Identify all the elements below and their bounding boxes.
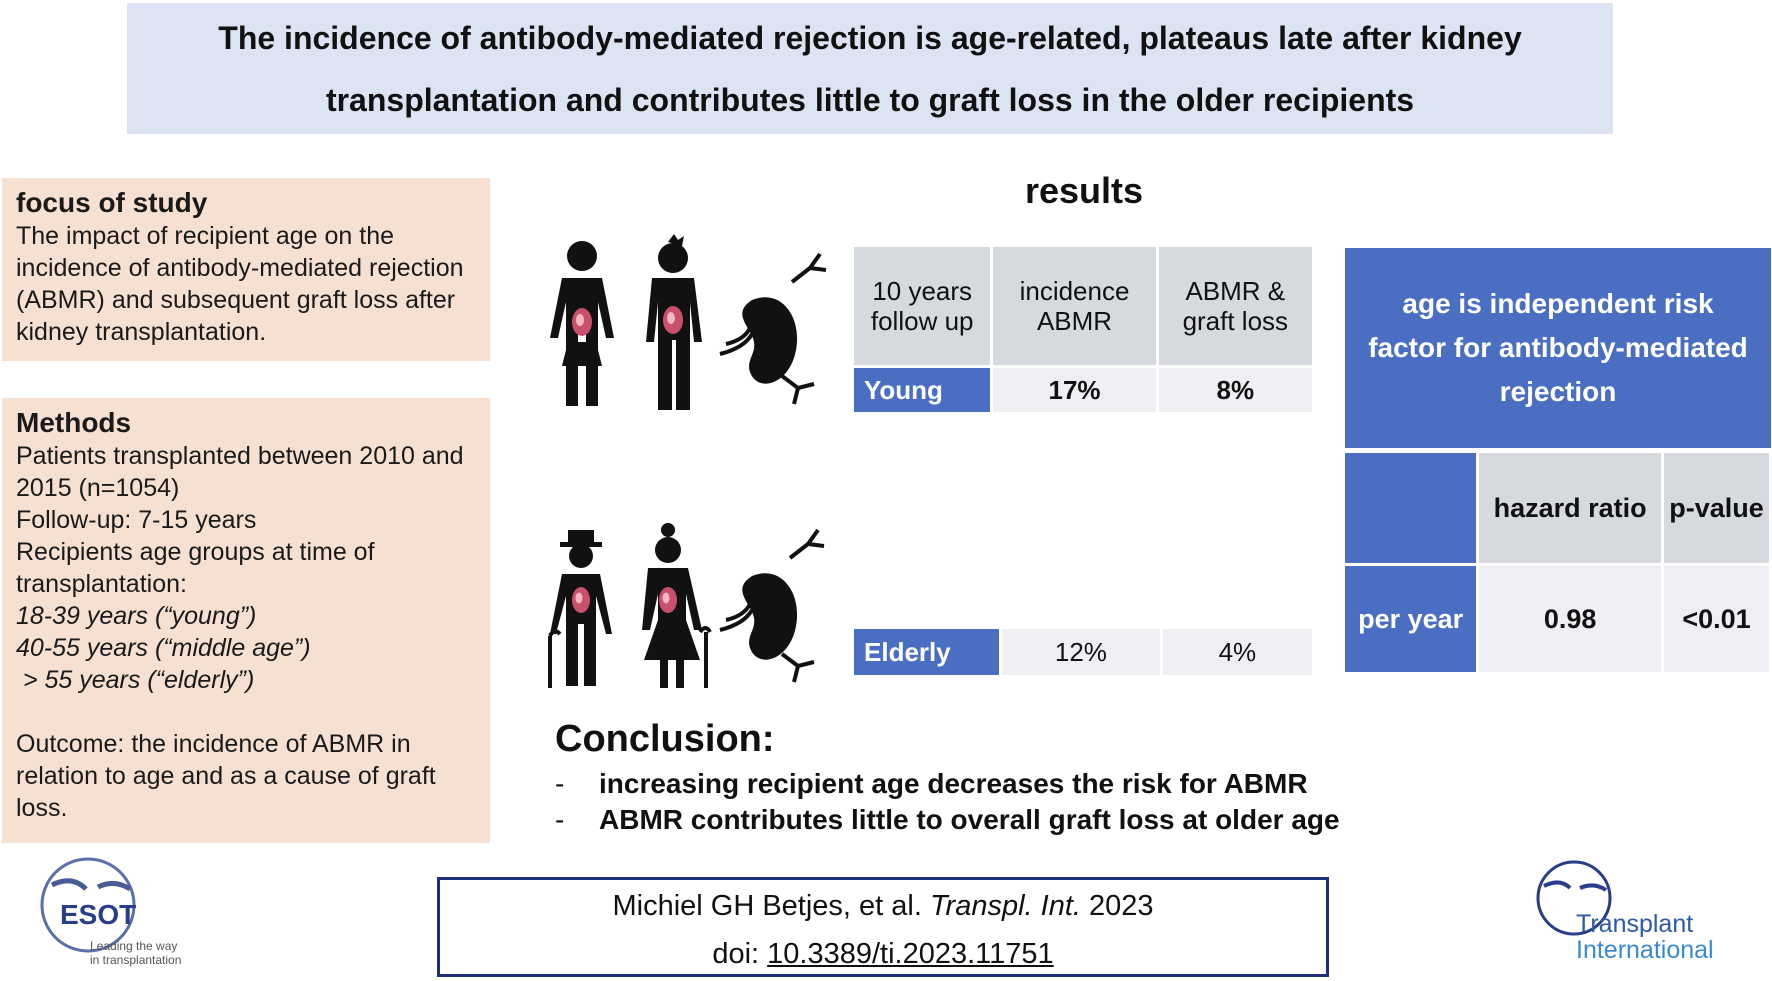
- citation-authors: Michiel GH Betjes, et al.: [612, 890, 930, 922]
- methods-outcome: Outcome: the incidence of ABMR in relati…: [16, 730, 436, 822]
- conclusion-heading: Conclusion:: [555, 718, 775, 760]
- focus-text: The impact of recipient age on the incid…: [16, 222, 464, 346]
- esot-hands-icon: [40, 857, 136, 953]
- citation-box: Michiel GH Betjes, et al. Transpl. Int. …: [437, 877, 1329, 977]
- methods-young: 18-39 years (“young”): [16, 602, 257, 630]
- risk-header-p: p-value: [1663, 453, 1769, 563]
- elderly-graft-loss: 4%: [1162, 629, 1312, 675]
- esot-name: ESOT: [60, 899, 137, 930]
- esot-logo: ESOT Leading the way in transplantation: [30, 855, 200, 975]
- results-table-young: 10 years follow up incidence ABMR ABMR &…: [851, 244, 1315, 415]
- methods-elderly: > 55 years (“elderly”): [16, 666, 255, 694]
- esot-tagline-2: in transplantation: [90, 953, 182, 967]
- results-table-elderly: Elderly 12% 4%: [851, 626, 1315, 678]
- header-follow-up: 10 years follow up: [854, 247, 991, 365]
- ti-line-1: Transplant: [1576, 910, 1694, 938]
- conclusion-item-1: increasing recipient age decreases the r…: [599, 768, 1308, 799]
- young-incidence: 17%: [993, 368, 1156, 412]
- transplant-international-logo: Transplant International: [1520, 858, 1760, 968]
- title-line-1: The incidence of antibody-mediated rejec…: [218, 19, 1522, 56]
- risk-header-hr: hazard ratio: [1479, 453, 1661, 563]
- elderly-incidence: 12%: [1002, 629, 1160, 675]
- methods-line-3: Recipients age groups at time of transpl…: [16, 538, 375, 598]
- conclusion-item: - increasing recipient age decreases the …: [555, 766, 1340, 802]
- title-line-2: transplantation and contributes little t…: [325, 81, 1415, 118]
- conclusion-list: - increasing recipient age decreases the …: [555, 766, 1340, 838]
- focus-heading: focus of study: [16, 187, 208, 218]
- young-people-icon: [550, 234, 827, 410]
- risk-empty-cell: [1345, 453, 1477, 563]
- ti-hands-icon: [1536, 860, 1612, 936]
- header-graft-loss: ABMR & graft loss: [1158, 247, 1312, 365]
- risk-p-value: <0.01: [1663, 566, 1769, 672]
- title-banner: The incidence of antibody-mediated rejec…: [127, 3, 1613, 134]
- risk-table: hazard ratio p-value per year 0.98 <0.01: [1342, 450, 1772, 675]
- header-incidence: incidence ABMR: [993, 247, 1156, 365]
- conclusion-item-2: ABMR contributes little to overall graft…: [599, 804, 1340, 835]
- doi-prefix: doi:: [712, 938, 768, 970]
- doi-link[interactable]: 10.3389/ti.2023.11751: [767, 938, 1054, 970]
- risk-row-label: per year: [1345, 566, 1477, 672]
- ti-line-2: International: [1576, 936, 1714, 964]
- methods-middle: 40-55 years (“middle age”): [16, 634, 311, 662]
- citation-journal: Transpl. Int.: [929, 890, 1081, 922]
- conclusion-item: - ABMR contributes little to overall graf…: [555, 802, 1340, 838]
- risk-hr-value: 0.98: [1479, 566, 1661, 672]
- methods-line-2: Follow-up: 7-15 years: [16, 506, 257, 534]
- methods-box: Methods Patients transplanted between 20…: [2, 398, 490, 843]
- row-young-label: Young: [854, 368, 991, 412]
- young-graft-loss: 8%: [1158, 368, 1312, 412]
- methods-heading: Methods: [16, 407, 132, 438]
- row-elderly-label: Elderly: [854, 629, 1000, 675]
- risk-heading: age is independent risk factor for antib…: [1345, 248, 1771, 448]
- results-title: results: [1024, 170, 1144, 211]
- elderly-people-icon: [548, 523, 825, 688]
- citation-year: 2023: [1080, 890, 1154, 922]
- esot-tagline-1: Leading the way: [90, 939, 178, 953]
- focus-box: focus of study The impact of recipient a…: [2, 178, 490, 361]
- methods-line-1: Patients transplanted between 2010 and 2…: [16, 442, 464, 502]
